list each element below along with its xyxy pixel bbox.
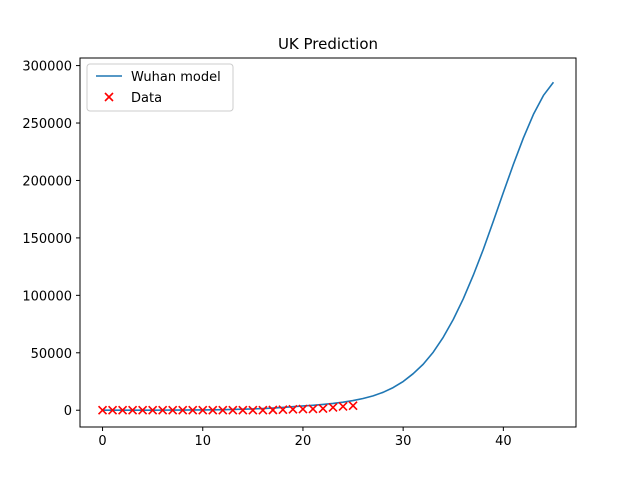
data-point <box>308 404 318 414</box>
legend: Wuhan model Data <box>86 63 234 112</box>
x-tick-label: 0 <box>98 434 106 449</box>
x-tick-label: 30 <box>395 434 412 449</box>
data-point <box>278 405 288 415</box>
data-point <box>178 405 188 415</box>
x-tick-label: 10 <box>194 434 211 449</box>
data-point <box>208 405 218 415</box>
data-point <box>298 404 308 414</box>
data-point <box>318 403 328 414</box>
model-line <box>102 81 555 412</box>
y-tick-label: 300000 <box>22 60 72 75</box>
x-tick-label: 20 <box>295 434 312 449</box>
data-point <box>107 405 118 415</box>
data-point <box>258 405 268 415</box>
data-point <box>118 405 128 415</box>
data-point <box>348 401 358 411</box>
data-point <box>97 405 108 415</box>
axes-frame <box>79 57 577 428</box>
data-point <box>128 405 138 415</box>
y-tick-label: 150000 <box>22 232 72 247</box>
data-point <box>288 404 298 414</box>
y-tick-label: 200000 <box>22 174 72 189</box>
data-point <box>188 405 198 415</box>
data-point <box>248 405 258 415</box>
data-point <box>158 405 168 415</box>
y-tick-label: 250000 <box>22 117 72 132</box>
plot-area <box>97 81 555 415</box>
y-tick-label: 0 <box>64 404 72 419</box>
x-tick-label: 40 <box>495 434 512 449</box>
data-point <box>328 402 338 413</box>
data-point <box>218 405 228 415</box>
legend-marker-data <box>104 92 114 102</box>
data-point <box>138 405 148 415</box>
data-point <box>148 405 158 415</box>
chart-title: UK Prediction <box>278 35 378 53</box>
legend-box <box>86 63 234 112</box>
data-point <box>198 405 208 415</box>
data-point <box>238 405 248 415</box>
legend-label-model: Wuhan model <box>131 70 221 85</box>
data-point <box>268 405 278 415</box>
data-point <box>228 405 238 415</box>
data-point <box>168 405 178 415</box>
y-tick-label: 100000 <box>22 289 72 304</box>
y-tick-label: 50000 <box>31 347 72 362</box>
data-point <box>338 401 348 412</box>
legend-label-data: Data <box>131 91 162 106</box>
